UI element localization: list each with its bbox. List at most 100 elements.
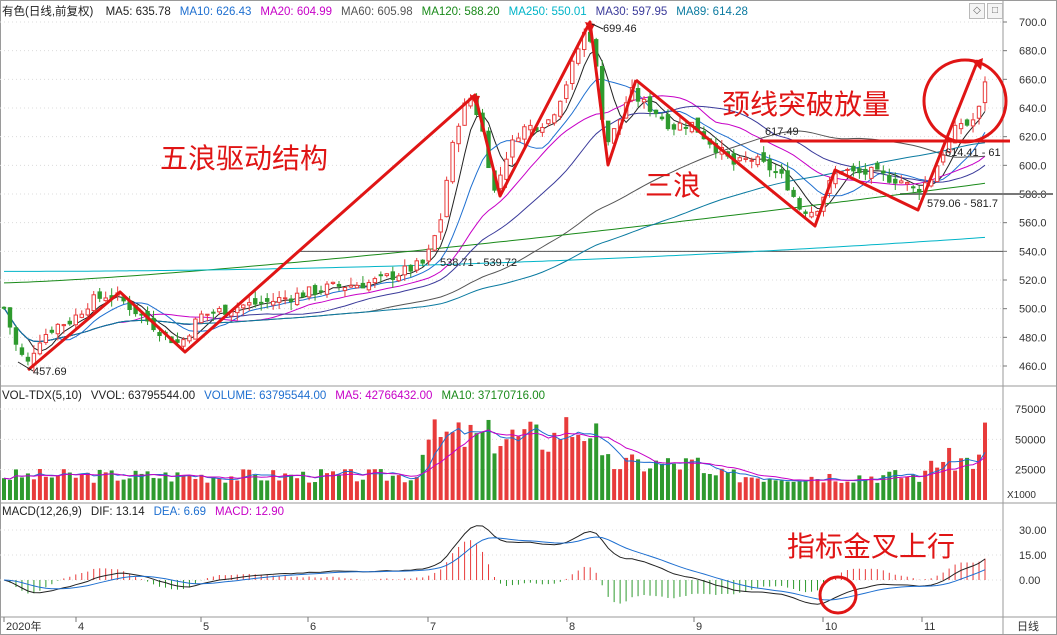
volume-unit-label: X1000 (1007, 490, 1036, 501)
candle-body (348, 284, 354, 288)
candle-body (982, 81, 988, 104)
volume-bar (773, 480, 778, 500)
volume-bar (73, 477, 78, 500)
volume-tick-label: 75000 (1015, 404, 1046, 416)
candle-body (193, 318, 198, 340)
candle-body (546, 119, 551, 125)
price-tick-label: 500.0 (1019, 304, 1047, 316)
candle-body (79, 313, 84, 318)
candle-body (384, 273, 390, 277)
volume-bar (899, 478, 904, 500)
candle-body (743, 157, 748, 160)
volume-bar (755, 478, 760, 500)
volume-bar (642, 471, 647, 500)
volume-bar (821, 482, 826, 500)
price-tick-label: 520.0 (1019, 275, 1047, 287)
candle-body (300, 292, 306, 298)
volume-bar (277, 480, 282, 500)
candle-body (241, 304, 246, 309)
candle-body (683, 126, 689, 129)
candle-body (845, 168, 850, 171)
candle-body (564, 84, 569, 100)
volume-tick-label: 50000 (1015, 434, 1046, 446)
volume-bar (109, 470, 114, 500)
candle-body (964, 119, 970, 126)
main-indicator-3: MA60: 605.98 (341, 6, 413, 18)
volume-indicator-1: VVOL: 63795544.00 (90, 390, 196, 402)
volume-bar (49, 477, 54, 500)
volume-bar (474, 433, 479, 500)
volume-bar (163, 472, 168, 500)
volume-bar (289, 474, 294, 500)
volume-bar (815, 479, 820, 500)
candle-body (641, 98, 647, 103)
candle-body (181, 339, 186, 347)
candle-body (414, 260, 419, 271)
candle-body (869, 166, 874, 179)
candle-body (516, 137, 521, 143)
volume-bar (869, 476, 874, 500)
x-axis-label: 10 (825, 621, 837, 633)
candle-body (55, 323, 61, 335)
volume-bar (947, 447, 952, 500)
volume-bar (402, 482, 407, 500)
volume-bar (654, 460, 659, 500)
volume-bar (659, 463, 664, 500)
volume-bar (319, 469, 324, 500)
volume-bar (887, 471, 892, 500)
volume-bar (707, 473, 712, 500)
volume-bar (941, 461, 946, 500)
candle-body (755, 156, 760, 166)
candle-body (671, 124, 677, 130)
volume-bar (157, 478, 162, 500)
volume-bar (378, 469, 383, 500)
volume-bar (881, 475, 886, 500)
high-price-pointer (591, 23, 604, 30)
volume-bar (606, 454, 611, 500)
volume-bar (313, 482, 318, 500)
price-tick-label: 540.0 (1019, 246, 1047, 258)
volume-bar (953, 470, 958, 500)
volume-bar (618, 469, 623, 500)
candle-body (211, 311, 216, 314)
volume-bar (971, 468, 976, 500)
candle-body (73, 314, 78, 326)
candle-body (408, 264, 413, 272)
volume-bar (785, 481, 790, 500)
close-button[interactable]: □ (987, 3, 1003, 19)
volume-bar (360, 479, 365, 500)
volume-bar (19, 477, 24, 500)
candle-body (253, 298, 258, 305)
macd-indicator-0: MACD(12,26,9) (2, 506, 82, 518)
candle-body (264, 298, 270, 302)
volume-bar (731, 469, 736, 500)
candle-body (49, 329, 55, 333)
volume-bar (689, 459, 694, 500)
candle-body (911, 186, 916, 189)
volume-bar (863, 479, 868, 500)
main-indicator-0: MA5: 635.78 (105, 6, 171, 18)
candle-body (605, 120, 611, 143)
volume-bar (743, 477, 748, 500)
candle-body (199, 313, 204, 324)
candle-body (737, 157, 742, 162)
candle-body (522, 126, 527, 140)
candle-body (97, 291, 102, 299)
volume-bar (875, 482, 880, 500)
low-price-pointer (17, 361, 34, 372)
restore-button[interactable]: ◇ (969, 3, 985, 19)
volume-bar (695, 457, 700, 500)
low-price-label: 457.69 (33, 366, 67, 378)
volume-bar (462, 446, 467, 500)
volume-bar (283, 473, 288, 500)
price-tick-label: 660.0 (1019, 74, 1047, 86)
volume-bar (558, 439, 563, 500)
volume-bar (965, 457, 970, 500)
volume-bar (67, 472, 72, 500)
main-indicator-5: MA250: 550.01 (508, 6, 587, 18)
x-axis-label: 7 (430, 621, 436, 633)
volume-bar (522, 429, 527, 500)
candle-body (809, 211, 814, 218)
candle-body (390, 271, 396, 280)
